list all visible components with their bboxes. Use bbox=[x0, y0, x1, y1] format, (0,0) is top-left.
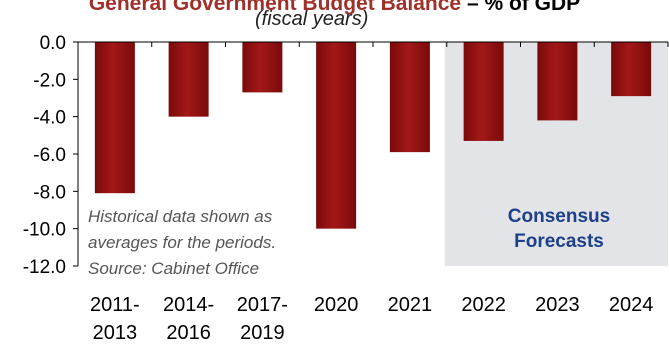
source-note: Historical data shown as averages for th… bbox=[88, 204, 276, 282]
x-tick-label: 2023 bbox=[535, 294, 580, 316]
x-tick-label: 2024 bbox=[609, 294, 654, 316]
forecast-label: Consensus Forecasts bbox=[450, 204, 668, 254]
y-tick-label: 0.0 bbox=[40, 33, 66, 54]
chart-subtitle: (fiscal years) bbox=[255, 8, 369, 30]
bar bbox=[611, 42, 652, 97]
y-tick-label: -6.0 bbox=[33, 145, 66, 166]
x-tick-label: 2011- bbox=[90, 294, 140, 316]
bar bbox=[537, 42, 578, 121]
source-note-line: averages for the periods. bbox=[88, 233, 277, 252]
x-tick-label: 2017- bbox=[237, 294, 288, 316]
chart-title-main: General Government Budget Balance bbox=[88, 0, 462, 15]
x-tick-label: 2014- bbox=[163, 294, 214, 316]
x-tick-label: 2019 bbox=[240, 322, 285, 344]
bar bbox=[463, 42, 504, 141]
chart-title-unit: – % of GDP bbox=[461, 0, 581, 15]
x-tick-label: 2022 bbox=[461, 294, 506, 316]
x-tick-label: 2021 bbox=[388, 294, 433, 316]
bar bbox=[316, 42, 357, 229]
bar bbox=[242, 42, 283, 93]
y-tick-label: -8.0 bbox=[33, 182, 66, 203]
forecast-label-line: Forecasts bbox=[514, 231, 604, 252]
bar bbox=[94, 42, 135, 194]
x-tick-label: 2013 bbox=[93, 322, 138, 344]
source-note-line: Historical data shown as bbox=[88, 207, 273, 226]
bar bbox=[168, 42, 209, 117]
y-tick-label: -10.0 bbox=[23, 220, 66, 241]
x-tick-label: 2016 bbox=[166, 322, 211, 344]
bar bbox=[389, 42, 430, 153]
y-tick-label: -12.0 bbox=[23, 257, 66, 278]
source-note-line: Source: Cabinet Office bbox=[88, 259, 260, 278]
chart-title: General Government Budget Balance – % of… bbox=[0, 0, 669, 16]
forecast-label-line: Consensus bbox=[507, 206, 611, 227]
y-tick-label: -2.0 bbox=[33, 70, 66, 91]
x-tick-label: 2020 bbox=[314, 294, 359, 316]
y-tick-label: -4.0 bbox=[33, 108, 66, 129]
